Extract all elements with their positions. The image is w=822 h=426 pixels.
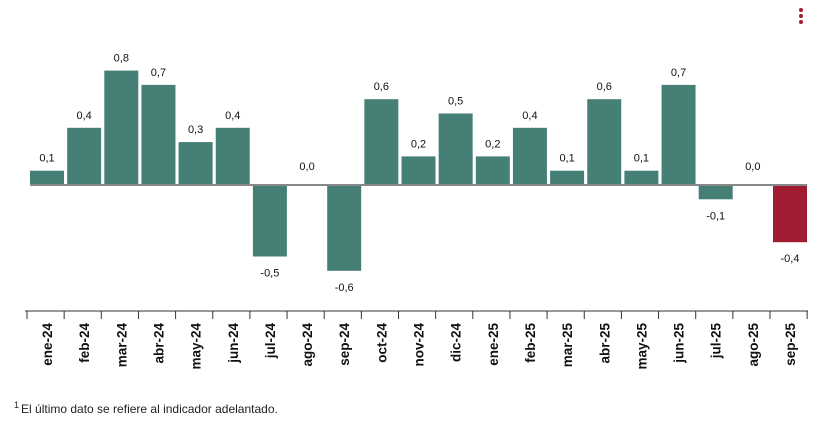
bar (141, 84, 176, 185)
data-label: 0,7 (151, 67, 166, 79)
x-tick-label: ene-25 (486, 323, 501, 366)
data-label: -0,1 (706, 210, 725, 222)
x-tick-label: jul-24 (263, 323, 278, 360)
footnote-text: El último dato se refiere al indicador a… (21, 402, 278, 416)
data-label: -0,5 (260, 268, 279, 280)
data-label: 0,0 (745, 161, 760, 173)
bar (30, 170, 64, 185)
bar (67, 127, 102, 185)
bar (698, 185, 733, 200)
data-label: -0,6 (335, 282, 354, 294)
data-label: 0,7 (671, 67, 686, 79)
bar (327, 185, 362, 271)
data-label: 0,4 (522, 110, 537, 122)
data-label: 0,4 (225, 110, 240, 122)
x-tick-label: oct-24 (374, 323, 389, 363)
bar (364, 99, 399, 185)
x-tick-label: abr-24 (151, 323, 166, 364)
bar (252, 185, 287, 257)
data-label: 0,3 (188, 124, 203, 136)
bar (773, 185, 807, 243)
x-tick-label: abr-25 (597, 323, 612, 364)
data-label: 0,8 (114, 53, 129, 65)
data-label: 0,1 (39, 153, 54, 165)
bar (215, 127, 250, 185)
bar (624, 170, 659, 185)
x-tick-label: sep-24 (337, 323, 352, 366)
x-tick-label: mar-24 (114, 323, 129, 368)
bar (104, 70, 139, 185)
x-tick-label: jul-25 (709, 323, 724, 360)
x-tick-label: feb-25 (523, 323, 538, 363)
kebab-menu-icon[interactable] (796, 8, 806, 28)
footnote-marker: 1 (14, 400, 20, 410)
x-tick-label: jun-24 (226, 323, 241, 364)
bar-chart: 0,1 0,4 0,8 0,7 0,3 0,4 -0,5 0,0 -0,6 0,6 0,2 0,5 0,… (25, 53, 808, 370)
bar (178, 142, 213, 185)
data-label: 0,4 (77, 110, 92, 122)
x-tick-label: ene-24 (40, 323, 55, 366)
data-label: 0,2 (411, 138, 426, 150)
data-label: 0,2 (485, 138, 500, 150)
x-tick-label: nov-24 (412, 323, 427, 367)
x-tick-label: ago-24 (300, 323, 315, 367)
menu-dot (799, 8, 803, 12)
data-label: 0,1 (634, 153, 649, 165)
bar (438, 113, 473, 185)
bar (661, 84, 696, 185)
bar (550, 170, 585, 185)
bar (512, 127, 547, 185)
data-label: 0,1 (559, 153, 574, 165)
data-label: 0,5 (448, 96, 463, 108)
data-label: 0,0 (299, 161, 314, 173)
x-tick-label: mar-25 (560, 323, 575, 368)
data-label: 0,6 (374, 81, 389, 93)
bar (587, 99, 622, 185)
x-tick-label: may-25 (634, 323, 649, 370)
x-tick-label: may-24 (189, 323, 204, 370)
x-tick-label: feb-24 (77, 323, 92, 363)
x-tick-label: sep-25 (783, 323, 798, 366)
data-label: -0,4 (781, 253, 800, 265)
x-tick-label: jun-25 (672, 323, 687, 364)
menu-dot (799, 20, 803, 24)
x-tick-label: ago-25 (746, 323, 761, 367)
data-label: 0,6 (597, 81, 612, 93)
footnote: 1 El último dato se refiere al indicador … (14, 400, 278, 416)
x-tick-label: dic-24 (449, 323, 464, 363)
menu-dot (799, 14, 803, 18)
bar (475, 156, 510, 185)
bar (401, 156, 436, 185)
